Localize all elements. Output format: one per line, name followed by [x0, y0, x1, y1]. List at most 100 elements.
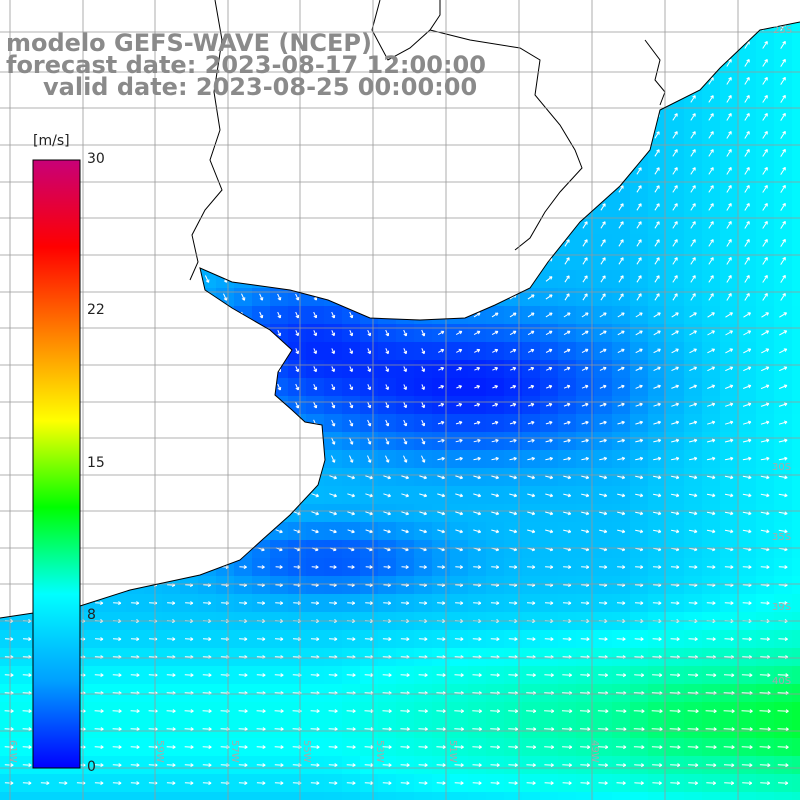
wind-arrow — [581, 402, 589, 407]
field-cell — [540, 126, 559, 145]
wind-arrow — [131, 474, 140, 480]
field-cell — [432, 198, 451, 217]
field-cell — [792, 0, 800, 19]
wind-arrow — [313, 5, 317, 12]
field-cell — [108, 324, 127, 343]
wind-arrow — [24, 149, 30, 158]
wind-arrow — [6, 185, 12, 194]
wind-arrow — [760, 529, 770, 534]
field-cell — [144, 180, 163, 199]
field-cell — [18, 0, 37, 19]
wind-arrow — [548, 5, 551, 13]
field-cell — [18, 90, 37, 109]
wind-arrow — [600, 257, 606, 265]
wind-arrow — [474, 113, 480, 121]
field-cell — [126, 342, 145, 361]
field-cell — [324, 126, 343, 145]
field-cell — [792, 432, 800, 451]
wind-arrow — [689, 420, 698, 425]
field-cell — [666, 0, 685, 19]
wind-arrow — [744, 95, 750, 103]
field-cell — [108, 270, 127, 289]
wind-arrow — [169, 5, 173, 12]
wind-arrow — [348, 203, 354, 212]
wind-arrow — [6, 365, 12, 374]
wind-arrow — [293, 493, 301, 498]
field-cell — [234, 180, 253, 199]
field-cell — [792, 702, 800, 721]
wind-arrow — [43, 5, 47, 12]
wind-arrow — [455, 258, 463, 264]
wind-arrow — [331, 455, 336, 463]
lon-label: 55W — [301, 740, 312, 763]
wind-arrow — [743, 366, 752, 372]
wind-arrow — [688, 511, 698, 516]
wind-arrow — [294, 203, 300, 211]
wind-arrow — [330, 221, 336, 229]
field-cell — [360, 126, 379, 145]
wind-arrow — [23, 510, 31, 516]
wind-arrow — [744, 59, 750, 67]
wind-arrow — [582, 113, 588, 121]
wind-arrow — [295, 419, 300, 427]
wind-arrow — [349, 348, 353, 355]
wind-arrow — [367, 437, 372, 445]
wind-arrow — [150, 365, 156, 373]
field-cell — [720, 792, 739, 800]
wind-arrow — [564, 167, 570, 175]
wind-arrow — [582, 293, 588, 301]
field-cell — [702, 0, 721, 19]
wind-arrow — [635, 438, 644, 443]
wind-arrow — [617, 312, 625, 318]
field-cell — [576, 792, 595, 800]
wind-arrow — [724, 438, 734, 443]
wind-arrow — [563, 402, 571, 407]
wind-arrow — [349, 366, 353, 373]
wind-arrow — [706, 438, 716, 443]
field-cell — [378, 234, 397, 253]
wind-arrow — [653, 330, 661, 336]
colorbar-tick-22: 22 — [87, 302, 105, 318]
wind-arrow — [295, 293, 300, 301]
field-cell — [360, 144, 379, 163]
wind-arrow — [24, 221, 30, 230]
field-cell — [486, 162, 505, 181]
wind-arrow — [42, 149, 48, 158]
field-cell — [0, 486, 19, 505]
field-cell — [360, 234, 379, 253]
wind-arrow — [186, 257, 192, 265]
field-cell — [342, 180, 361, 199]
wind-arrow — [150, 401, 156, 409]
field-cell — [360, 108, 379, 127]
field-cell — [306, 234, 325, 253]
wind-arrow — [456, 167, 462, 175]
wind-arrow — [347, 511, 355, 516]
wind-arrow — [762, 293, 768, 301]
field-cell — [612, 162, 631, 181]
field-cell — [198, 324, 217, 343]
field-cell — [180, 468, 199, 487]
wind-arrow — [168, 419, 174, 427]
wind-arrow — [239, 511, 247, 516]
wind-arrow — [349, 384, 354, 391]
field-cell — [594, 90, 613, 109]
field-cell — [342, 144, 361, 163]
field-cell — [702, 54, 721, 73]
field-cell — [450, 234, 469, 253]
field-cell — [36, 0, 55, 19]
wind-arrow — [617, 438, 625, 443]
wind-arrow — [402, 203, 408, 212]
field-cell — [288, 198, 307, 217]
wind-arrow — [114, 383, 120, 391]
field-cell — [792, 342, 800, 361]
wind-arrow — [240, 113, 246, 122]
field-cell — [558, 216, 577, 235]
field-cell — [126, 792, 145, 800]
field-cell — [234, 234, 253, 253]
wind-arrow — [187, 347, 192, 355]
wind-arrow — [635, 312, 643, 318]
field-cell — [180, 288, 199, 307]
field-cell — [198, 162, 217, 181]
wind-arrow — [780, 220, 786, 229]
